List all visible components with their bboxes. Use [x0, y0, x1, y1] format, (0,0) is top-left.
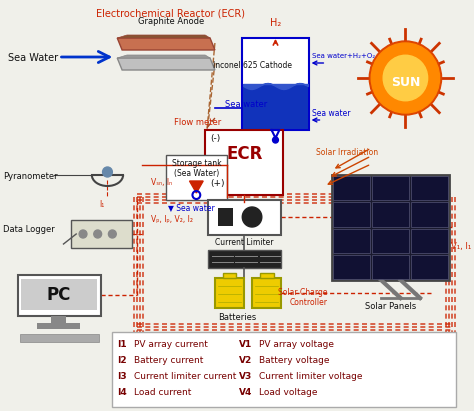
Text: Load current: Load current [134, 388, 191, 397]
Bar [411, 229, 448, 253]
Text: Flow meter: Flow meter [174, 118, 221, 127]
Text: (-): (-) [210, 134, 220, 143]
Bar [260, 273, 273, 278]
Text: V2: V2 [239, 356, 253, 365]
Bar [332, 175, 449, 280]
Bar [411, 255, 448, 279]
Text: Solar Panels: Solar Panels [365, 302, 416, 311]
Circle shape [383, 55, 428, 101]
Text: V₁, I₁: V₁, I₁ [451, 242, 472, 251]
Bar [411, 202, 448, 226]
Bar [208, 250, 282, 268]
Text: PC: PC [46, 286, 71, 305]
Text: ECR: ECR [226, 145, 263, 163]
Text: Graphite Anode: Graphite Anode [138, 17, 204, 26]
Bar [411, 176, 448, 200]
Text: PV array voltage: PV array voltage [259, 340, 334, 349]
Text: Sea Water: Sea Water [8, 53, 58, 63]
Text: (+): (+) [210, 179, 225, 188]
Text: H₂: H₂ [270, 18, 281, 28]
Text: Battery voltage: Battery voltage [259, 356, 329, 365]
Text: I1: I1 [117, 340, 127, 349]
Text: Inconel 625 Cathode: Inconel 625 Cathode [213, 60, 292, 69]
Text: I2: I2 [117, 356, 127, 365]
Text: Current limiter voltage: Current limiter voltage [259, 372, 363, 381]
Bar [205, 130, 283, 195]
Text: V4: V4 [239, 388, 253, 397]
Text: Sea water: Sea water [311, 109, 350, 118]
Text: Battery current: Battery current [134, 356, 203, 365]
Text: Data Logger: Data Logger [3, 225, 55, 234]
Text: SUN: SUN [391, 76, 420, 88]
Circle shape [273, 137, 278, 143]
Bar [372, 202, 410, 226]
Bar [51, 316, 66, 323]
Text: V3: V3 [239, 372, 253, 381]
Bar [372, 255, 410, 279]
Text: PV array current: PV array current [134, 340, 208, 349]
Bar [21, 279, 97, 310]
Polygon shape [190, 181, 203, 193]
Bar [112, 332, 456, 407]
Bar [333, 255, 370, 279]
Text: (Sea Water): (Sea Water) [174, 169, 219, 178]
Bar [215, 278, 244, 308]
Bar [333, 202, 370, 226]
Bar [372, 229, 410, 253]
Circle shape [371, 43, 439, 113]
Circle shape [94, 230, 101, 238]
Bar [166, 155, 227, 200]
Bar [208, 200, 282, 235]
Bar [243, 84, 308, 129]
Circle shape [369, 41, 442, 115]
Polygon shape [117, 35, 210, 38]
Bar [223, 273, 237, 278]
Bar [218, 208, 233, 226]
Bar [37, 323, 80, 329]
Text: Pyranometer: Pyranometer [3, 172, 57, 181]
Bar [19, 334, 99, 342]
Text: I4: I4 [117, 388, 127, 397]
Bar [333, 229, 370, 253]
Bar [242, 38, 309, 130]
Circle shape [102, 167, 112, 177]
Text: Sea water+H₂+O₂: Sea water+H₂+O₂ [311, 53, 375, 59]
Bar [18, 275, 100, 316]
Text: Sea water: Sea water [225, 100, 267, 109]
Text: V1: V1 [239, 340, 253, 349]
Text: Vₛₙ, Iₙ: Vₛₙ, Iₙ [151, 178, 173, 187]
Text: I₁: I₁ [100, 200, 105, 209]
Polygon shape [117, 55, 210, 58]
Text: Current limiter current: Current limiter current [134, 372, 236, 381]
Text: Storage tank: Storage tank [172, 159, 221, 168]
Text: Batteries: Batteries [218, 313, 256, 322]
Text: Current Limiter: Current Limiter [215, 238, 273, 247]
Text: Electrochemical Reactor (ECR): Electrochemical Reactor (ECR) [96, 8, 246, 18]
Text: I3: I3 [117, 372, 127, 381]
Polygon shape [117, 58, 215, 70]
Bar [372, 176, 410, 200]
Polygon shape [117, 38, 215, 50]
Bar [252, 278, 282, 308]
Text: Load voltage: Load voltage [259, 388, 318, 397]
Text: Solar Charge
Controller: Solar Charge Controller [278, 288, 327, 307]
Circle shape [79, 230, 87, 238]
Text: Vₚ, Iₚ, V₂, I₂: Vₚ, Iₚ, V₂, I₂ [151, 215, 193, 224]
Bar [333, 176, 370, 200]
Circle shape [109, 230, 116, 238]
Bar [71, 220, 132, 248]
Text: ▼ Sea water: ▼ Sea water [168, 203, 215, 212]
Circle shape [242, 207, 262, 227]
Text: Solar Irradiation: Solar Irradiation [316, 148, 378, 157]
